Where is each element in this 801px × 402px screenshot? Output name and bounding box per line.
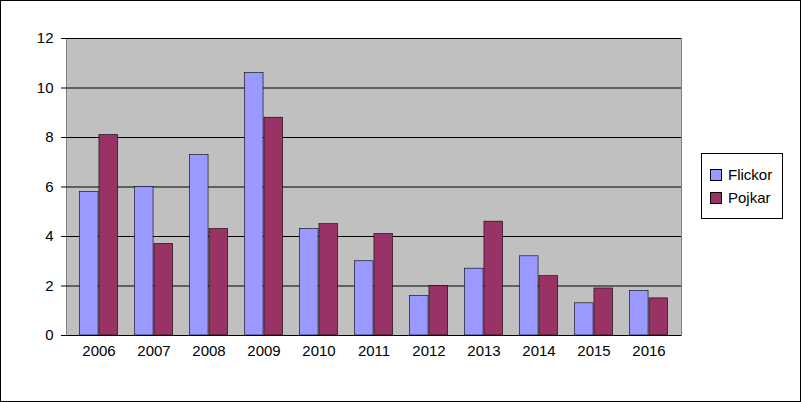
svg-text:2014: 2014 xyxy=(522,342,555,359)
svg-text:2006: 2006 xyxy=(82,342,115,359)
svg-text:4: 4 xyxy=(45,227,53,244)
svg-text:2007: 2007 xyxy=(137,342,170,359)
svg-text:2016: 2016 xyxy=(632,342,665,359)
svg-text:2015: 2015 xyxy=(577,342,610,359)
svg-text:2013: 2013 xyxy=(467,342,500,359)
html-text:Pojkar: Pojkar xyxy=(728,189,771,206)
svg-text:2011: 2011 xyxy=(358,342,390,359)
svg-text:2012: 2012 xyxy=(412,342,445,359)
svg-text:6: 6 xyxy=(45,178,53,195)
svg-text:0: 0 xyxy=(45,326,53,343)
svg-text:8: 8 xyxy=(45,128,53,145)
svg-text:12: 12 xyxy=(37,29,54,46)
svg-text:2010: 2010 xyxy=(302,342,335,359)
html-text:Flickor: Flickor xyxy=(728,166,773,183)
svg-text:2: 2 xyxy=(45,277,53,294)
svg-text:2009: 2009 xyxy=(247,342,280,359)
svg-text:2008: 2008 xyxy=(192,342,225,359)
svg-text:10: 10 xyxy=(37,79,54,96)
